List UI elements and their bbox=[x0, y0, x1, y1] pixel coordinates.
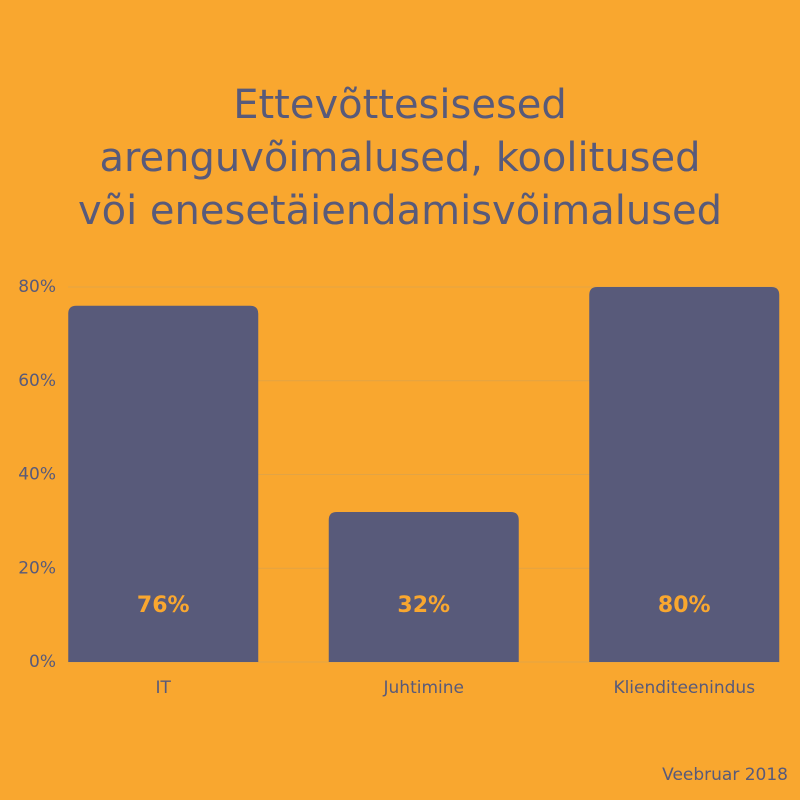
y-tick-label: 80% bbox=[18, 277, 56, 297]
note: Veebruar 2018 bbox=[662, 765, 788, 785]
x-tick-label: IT bbox=[156, 678, 172, 698]
y-tick-label: 20% bbox=[18, 558, 56, 578]
chart-title: või enesetäiendamisvõimalused bbox=[78, 188, 722, 234]
y-tick-label: 60% bbox=[18, 371, 56, 391]
bar bbox=[68, 305, 259, 662]
x-tick-label: Klienditeenindus bbox=[613, 678, 755, 698]
chart-title: Ettevõttesisesed bbox=[233, 82, 567, 128]
y-tick-label: 0% bbox=[29, 652, 56, 672]
value-label: 80% bbox=[658, 593, 711, 618]
x-tick-label: Juhtimine bbox=[383, 678, 464, 698]
chart-title: arenguvõimalused, koolitused bbox=[99, 135, 700, 181]
value-label: 76% bbox=[137, 593, 190, 618]
value-label: 32% bbox=[397, 593, 450, 618]
bar bbox=[589, 287, 780, 662]
y-tick-label: 40% bbox=[18, 465, 56, 485]
bar bbox=[328, 512, 519, 662]
